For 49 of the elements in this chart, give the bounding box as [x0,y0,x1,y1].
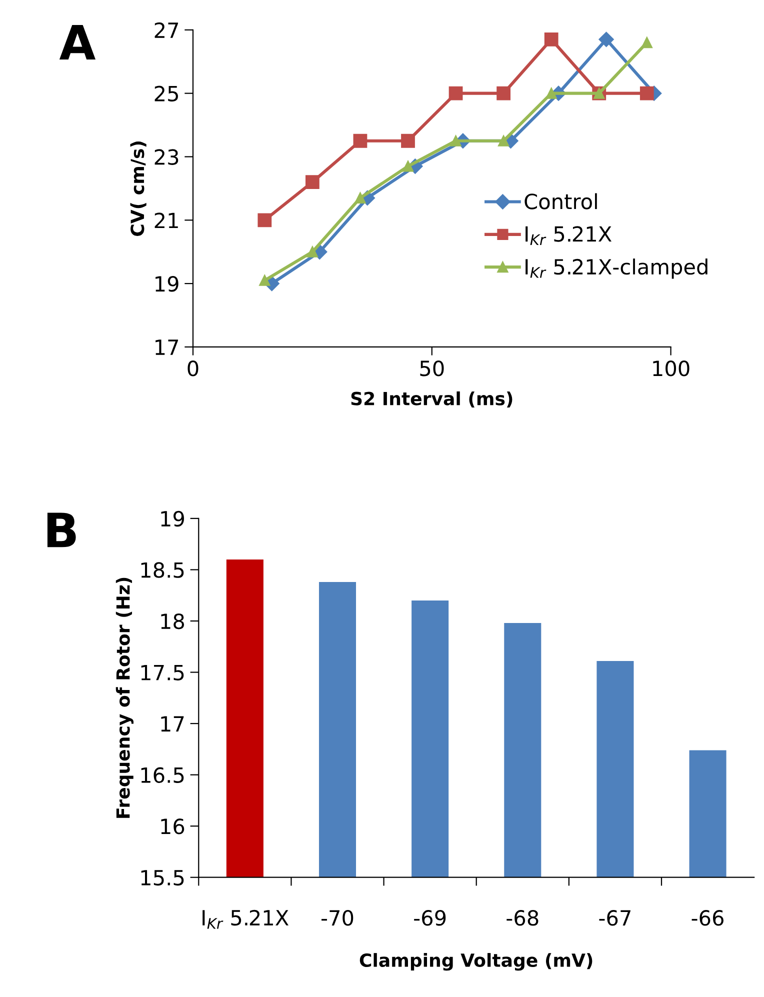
x-tick-label: -69 [414,910,446,926]
chart-title: A [59,25,96,60]
legend-label: I$_{Kr}$ 5.21X-clamped [526,258,708,279]
x-axis-title: Clamping Voltage (mV) [360,953,592,971]
y-tick-label: 18.5 [141,562,184,578]
y-tick-label: 17 [161,716,184,732]
y-tick-label: 16 [161,818,184,834]
point [640,86,654,100]
point [353,134,368,148]
point [306,246,318,258]
x-tick-label: -67 [599,910,630,926]
x-axis-title: S2 Interval (ms) [351,391,512,408]
point [401,134,415,148]
x-tick-label: -68 [506,910,538,926]
y-tick-label: 19 [161,510,184,527]
point [546,88,557,99]
point [259,274,270,286]
y-tick-label: 19 [156,276,178,292]
legend-label: I$_{Kr}$ 5.21X [526,226,612,245]
point [448,86,463,100]
x-tick-label: I$_{Kr}$ 5.21X [202,910,289,929]
point [258,213,272,228]
point [354,192,366,204]
y-tick-label: 15.5 [141,870,184,886]
point [598,32,614,47]
x-tick-label: 0 [188,360,198,376]
y-tick-label: 18 [161,613,184,630]
x-tick-label: 100 [653,360,690,376]
point [498,135,510,146]
point [402,160,414,172]
x-tick-label: -70 [322,910,354,926]
x-tick-label: 50 [420,360,444,376]
chart-title: B [47,512,76,548]
point [496,86,511,100]
y-tick-label: 17 [156,340,178,355]
y-tick-label: 23 [154,149,178,165]
y-tick-label: 27 [154,22,178,38]
y-tick-label: 25 [154,86,178,102]
y-axis-title: CV( cm/s) [130,142,146,236]
point [305,175,320,190]
x-tick-label: -66 [692,910,724,926]
y-axis-title: Frequency of Rotor (Hz) [116,578,134,818]
point [641,37,652,48]
legend-label: Control [524,193,597,210]
y-tick-label: 16.5 [141,767,184,784]
y-tick-label: 21 [154,212,178,228]
y-tick-label: 17.5 [141,664,184,680]
point [544,32,558,46]
point [450,135,462,146]
